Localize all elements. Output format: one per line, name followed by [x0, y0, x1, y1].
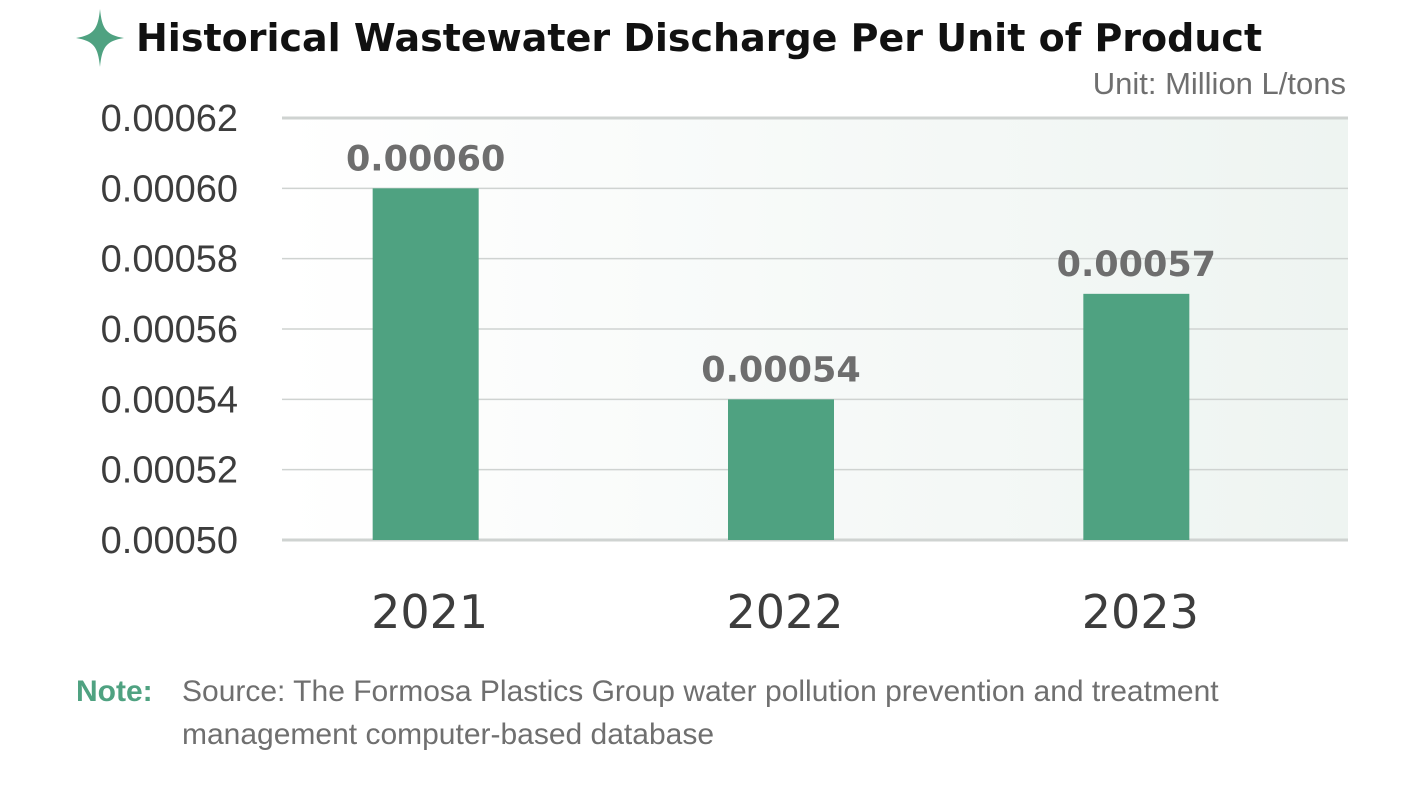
data-labels: 0.00060 0.00054 0.00057 — [346, 139, 1216, 390]
y-tick-label: 0.00052 — [101, 450, 238, 492]
y-tick-label: 0.00056 — [101, 309, 238, 351]
bar-2023 — [1083, 293, 1190, 540]
y-axis: 0.00050 0.00052 0.00054 0.00056 0.00058 0.000… — [101, 100, 238, 562]
data-label: 0.00060 — [346, 139, 505, 179]
y-tick-label: 0.00062 — [101, 100, 238, 140]
x-tick-label: 2021 — [371, 585, 488, 639]
y-tick-label: 0.00060 — [101, 168, 238, 210]
bars — [372, 188, 1190, 540]
chart-note: Note: Source: The Formosa Plastics Group… — [76, 670, 1342, 756]
x-tick-label: 2023 — [1082, 585, 1199, 639]
bar-2022 — [728, 399, 834, 540]
bar-chart: 0.00050 0.00052 0.00054 0.00056 0.00058 0.000… — [101, 100, 1348, 639]
x-axis: 2021 2022 2023 — [371, 585, 1199, 639]
note-text: Source: The Formosa Plastics Group water… — [182, 675, 1219, 751]
note-label: Note: — [76, 675, 153, 708]
chart-title: Historical Wastewater Discharge Per Unit… — [136, 16, 1263, 60]
unit-label: Unit: Million L/tons — [1092, 66, 1346, 101]
chart-header: Historical Wastewater Discharge Per Unit… — [74, 6, 1262, 70]
data-label: 0.00057 — [1057, 245, 1216, 285]
bar-2021 — [372, 188, 479, 540]
x-tick-label: 2022 — [726, 585, 843, 639]
y-tick-label: 0.00058 — [101, 239, 238, 281]
y-tick-label: 0.00054 — [101, 379, 238, 421]
data-label: 0.00054 — [701, 350, 860, 390]
y-tick-label: 0.00050 — [101, 520, 238, 562]
sparkle-icon — [76, 9, 124, 67]
